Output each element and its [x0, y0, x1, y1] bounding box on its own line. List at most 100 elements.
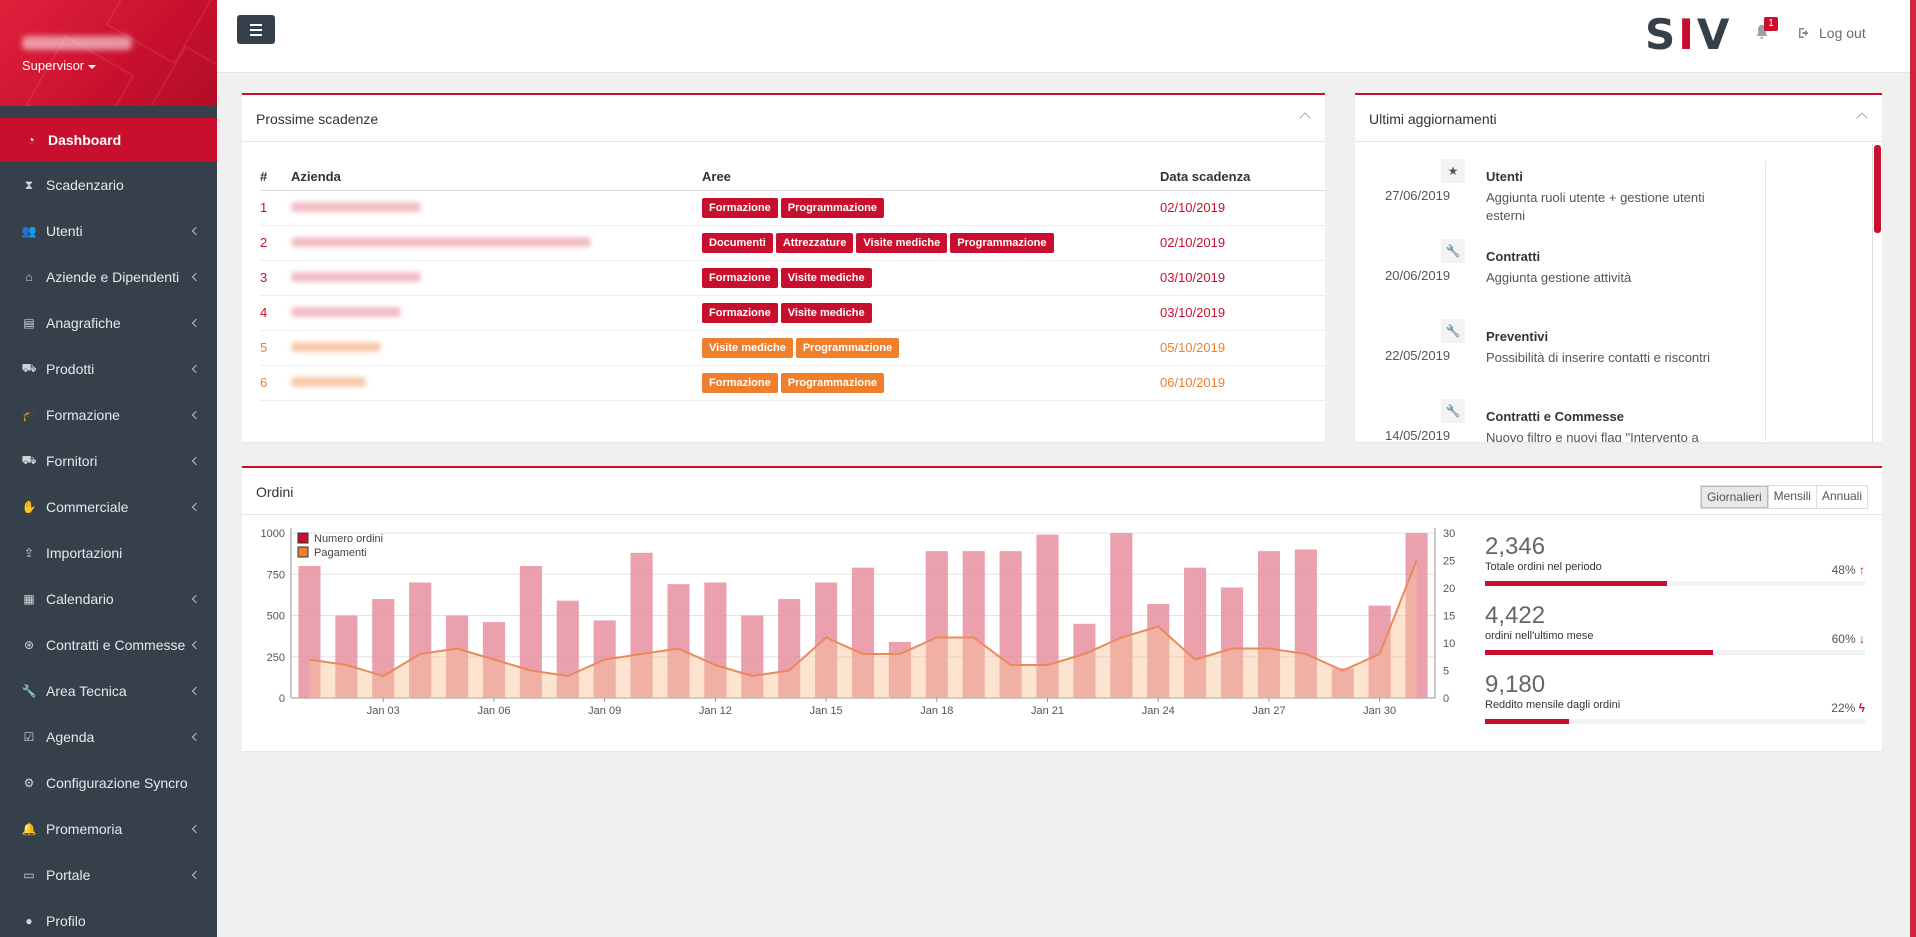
updates-scrollbar[interactable] — [1872, 144, 1882, 442]
collapse-chevron-icon[interactable] — [1856, 112, 1868, 124]
stat-value: 2,346 — [1485, 533, 1546, 560]
y-right-tick-label: 25 — [1443, 556, 1455, 568]
sidebar-item-fornitori[interactable]: ⛟ Fornitori — [0, 438, 217, 484]
area-tag: Visite mediche — [780, 267, 872, 288]
company-cell[interactable] — [291, 365, 702, 401]
sidebar-item-agenda[interactable]: ☑ Agenda — [0, 714, 217, 760]
bar — [1110, 533, 1133, 698]
bar — [1220, 587, 1244, 698]
chevron-left-icon — [191, 410, 201, 420]
chevron-left-icon — [191, 318, 201, 328]
sidebar-item-importazioni[interactable]: ⇪ Importazioni — [0, 530, 217, 576]
stat-label: ordini nell'ultimo mese — [1485, 630, 1594, 642]
sidebar-item-label: Aziende e Dipendenti — [46, 269, 180, 285]
role-dropdown[interactable]: Supervisor — [22, 58, 217, 73]
table-row[interactable]: 5 Visite mediche Programmazione 05/10/2019 — [260, 330, 1329, 366]
stat-label: Reddito mensile dagli ordini — [1485, 699, 1621, 711]
company-cell[interactable] — [291, 295, 702, 331]
logout-link[interactable]: Log out — [1798, 25, 1866, 41]
table-row[interactable]: 2 Documenti Attrezzature Visite mediche Prog… — [260, 225, 1329, 261]
stat-block: 9,180 Reddito mensile dagli ordini 22% ϟ — [1485, 671, 1865, 724]
company-cell[interactable] — [291, 260, 702, 296]
sidebar-item-calendario[interactable]: ▦ Calendario — [0, 576, 217, 622]
sidebar-item-configurazione-syncro[interactable]: ⚙ Configurazione Syncro — [0, 760, 217, 806]
company-cell[interactable] — [291, 190, 702, 226]
updates-scroll-thumb[interactable] — [1874, 145, 1881, 233]
chevron-left-icon — [191, 824, 201, 834]
area-fill — [309, 560, 1417, 698]
sidebar-item-scadenzario[interactable]: ⧗ Scadenzario — [0, 162, 217, 208]
row-number: 1 — [260, 190, 291, 226]
x-tick-label: Jan 18 — [920, 705, 953, 717]
sidebar-item-commerciale[interactable]: ✋ Commerciale — [0, 484, 217, 530]
bar — [409, 582, 432, 698]
updates-panel-header: Ultimi aggiornamenti — [1355, 95, 1882, 142]
period-yearly-button[interactable]: Annuali — [1815, 486, 1867, 508]
sidebar-item-promemoria[interactable]: 🔔 Promemoria — [0, 806, 217, 852]
sidebar-item-label: Formazione — [46, 407, 120, 423]
stat-block: 4,422 ordini nell'ultimo mese 60% ↓ — [1485, 602, 1865, 655]
bar — [741, 615, 764, 698]
sidebar-item-formazione[interactable]: 🎓 Formazione — [0, 392, 217, 438]
row-number: 5 — [260, 330, 291, 366]
row-number: 2 — [260, 225, 291, 261]
sidebar-item-contratti-e-commesse[interactable]: ⊛ Contratti e Commesse — [0, 622, 217, 668]
stat-label: Totale ordini nel periodo — [1485, 561, 1602, 573]
table-row[interactable]: 3 Formazione Visite mediche 03/10/2019 — [260, 260, 1329, 296]
areas-cell: Documenti Attrezzature Visite mediche Progr… — [702, 225, 1160, 261]
chevron-left-icon — [191, 640, 201, 650]
bar — [630, 552, 653, 698]
sidebar-item-area-tecnica[interactable]: 🔧 Area Tecnica — [0, 668, 217, 714]
hourglass-icon: ⧗ — [24, 177, 34, 192]
y-right-tick-label: 20 — [1443, 583, 1455, 595]
page-scrollbar[interactable] — [1910, 0, 1916, 937]
period-daily-button[interactable]: Giornalieri — [1700, 486, 1768, 508]
bar — [815, 582, 838, 698]
areas-cell: Formazione Visite mediche — [702, 295, 1160, 331]
user-role: Supervisor — [22, 58, 85, 73]
table-row[interactable]: 6 Formazione Programmazione 06/10/2019 — [260, 365, 1329, 401]
bar — [778, 599, 801, 698]
areas-cell: Formazione Visite mediche — [702, 260, 1160, 296]
sidebar-item-portale[interactable]: ▭ Portale — [0, 852, 217, 898]
sidebar-item-utenti[interactable]: 👥 Utenti — [0, 208, 217, 254]
sidebar-item-anagrafiche[interactable]: ▤ Anagrafiche — [0, 300, 217, 346]
calendar-check-icon: ☑ — [23, 730, 35, 744]
company-cell[interactable] — [291, 225, 702, 261]
sidebar-item-label: Importazioni — [46, 545, 123, 561]
area-tag: Visite mediche — [780, 302, 872, 323]
area-tag: Attrezzature — [775, 232, 854, 253]
menu-toggle-button[interactable] — [237, 15, 275, 44]
sidebar-item-dashboard[interactable]: ◔ Dashboard — [0, 118, 217, 162]
stat-percent: 48% ↑ — [1831, 563, 1865, 577]
sidebar-item-label: Prodotti — [46, 361, 95, 377]
chevron-left-icon — [191, 870, 201, 880]
bell-icon: 🔔 — [21, 822, 37, 836]
sidebar-item-label: Area Tecnica — [46, 683, 127, 699]
area-tag: Formazione — [702, 372, 778, 393]
chevron-left-icon — [191, 226, 201, 236]
x-tick-label: Jan 15 — [810, 705, 843, 717]
sidebar-item-profilo[interactable]: ● Profilo — [0, 898, 217, 937]
company-name-blurred — [291, 202, 421, 212]
bar — [888, 641, 911, 698]
period-monthly-button[interactable]: Mensili — [1767, 486, 1816, 508]
bank-icon: ⌂ — [25, 270, 33, 284]
users-icon: 👥 — [21, 224, 37, 238]
sidebar-item-aziende-e-dipendenti[interactable]: ⌂ Aziende e Dipendenti — [0, 254, 217, 300]
orders-title: Ordini — [256, 484, 294, 500]
bar — [962, 551, 985, 698]
collapse-chevron-icon[interactable] — [1299, 112, 1311, 124]
sidebar-item-prodotti[interactable]: ⛟ Prodotti — [0, 346, 217, 392]
company-name-blurred — [291, 307, 401, 317]
stat-value: 9,180 — [1485, 671, 1546, 698]
stat-progress-bar — [1485, 719, 1865, 724]
company-cell[interactable] — [291, 330, 702, 366]
bar — [851, 567, 875, 698]
bar — [1331, 668, 1354, 698]
table-row[interactable]: 4 Formazione Visite mediche 03/10/2019 — [260, 295, 1329, 331]
area-tag: Formazione — [702, 197, 778, 218]
stat-percent: 22% ϟ — [1831, 701, 1865, 715]
y-right-tick-label: 10 — [1443, 638, 1455, 650]
table-row[interactable]: 1 Formazione Programmazione 02/10/2019 — [260, 190, 1329, 226]
